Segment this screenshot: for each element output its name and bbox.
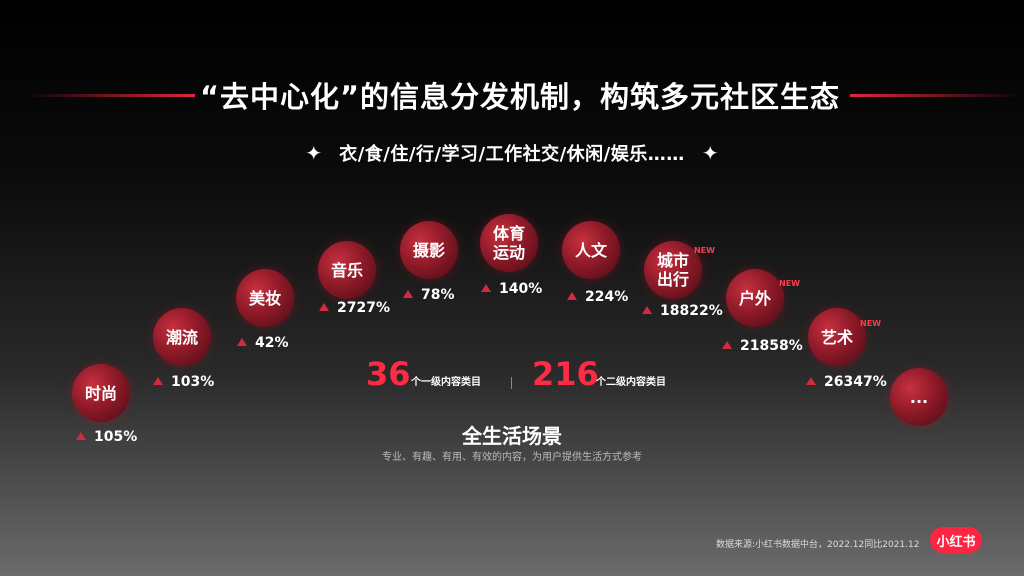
- secondary-category-label: 个二级内容类目: [596, 377, 666, 388]
- primary-category-count: 36: [366, 355, 411, 393]
- category-bubble: 潮流: [153, 308, 211, 366]
- content-category-stats: 36 个一级内容类目 216 个二级内容类目: [360, 355, 680, 395]
- category-growth: 78%: [403, 287, 455, 303]
- arrow-up-icon: [806, 377, 816, 385]
- category-bubble: 艺术: [808, 308, 866, 366]
- primary-category-label: 个一级内容类目: [411, 377, 481, 388]
- category-bubble: 人文: [562, 221, 620, 279]
- category-growth: 105%: [76, 429, 137, 445]
- title-decor-line-left: [25, 94, 195, 97]
- arrow-up-icon: [153, 377, 163, 385]
- scene-description: 专业、有趣、有用、有效的内容，为用户提供生活方式参考: [382, 452, 642, 463]
- category-growth: 26347%: [806, 374, 887, 390]
- arrow-up-icon: [403, 290, 413, 298]
- category-growth: 140%: [481, 281, 542, 297]
- page-title: “去中心化”的信息分发机制，构筑多元社区生态: [199, 80, 841, 114]
- category-bubble-more: ...: [890, 368, 948, 426]
- header: “去中心化”的信息分发机制，构筑多元社区生态: [0, 70, 1024, 120]
- arrow-up-icon: [567, 292, 577, 300]
- category-growth: 2727%: [319, 300, 390, 316]
- sparkle-icon: ✦: [305, 141, 323, 165]
- category-growth: 224%: [567, 289, 628, 305]
- subtitle-row: ✦ 衣/食/住/行/学习/工作社交/休闲/娱乐…… ✦: [0, 140, 1024, 166]
- new-badge: NEW: [694, 246, 715, 255]
- category-growth: 18822%: [642, 303, 723, 319]
- xiaohongshu-logo: 小红书: [930, 527, 982, 553]
- data-source-note: 数据来源:小红书数据中台，2022.12同比2021.12: [716, 540, 920, 550]
- new-badge: NEW: [860, 319, 881, 328]
- arrow-up-icon: [481, 284, 491, 292]
- arrow-up-icon: [237, 338, 247, 346]
- secondary-category-count: 216: [532, 355, 599, 393]
- arrow-up-icon: [642, 306, 652, 314]
- category-growth: 103%: [153, 374, 214, 390]
- arrow-up-icon: [76, 432, 86, 440]
- category-bubble: 体育 运动: [480, 214, 538, 272]
- page-subtitle: 衣/食/住/行/学习/工作社交/休闲/娱乐……: [339, 144, 685, 165]
- arrow-up-icon: [722, 341, 732, 349]
- category-growth: 21858%: [722, 338, 803, 354]
- category-growth: 42%: [237, 335, 289, 351]
- sparkle-icon: ✦: [701, 141, 719, 165]
- category-bubble: 时尚: [72, 364, 130, 422]
- category-bubble: 音乐: [318, 241, 376, 299]
- scene-title: 全生活场景: [462, 424, 562, 448]
- divider: [511, 377, 512, 389]
- category-bubble: 美妆: [236, 269, 294, 327]
- category-bubble: 户外: [726, 269, 784, 327]
- title-decor-line-right: [850, 94, 1020, 97]
- new-badge: NEW: [779, 279, 800, 288]
- category-bubble: 城市 出行: [644, 241, 702, 299]
- category-bubble: 摄影: [400, 221, 458, 279]
- arrow-up-icon: [319, 303, 329, 311]
